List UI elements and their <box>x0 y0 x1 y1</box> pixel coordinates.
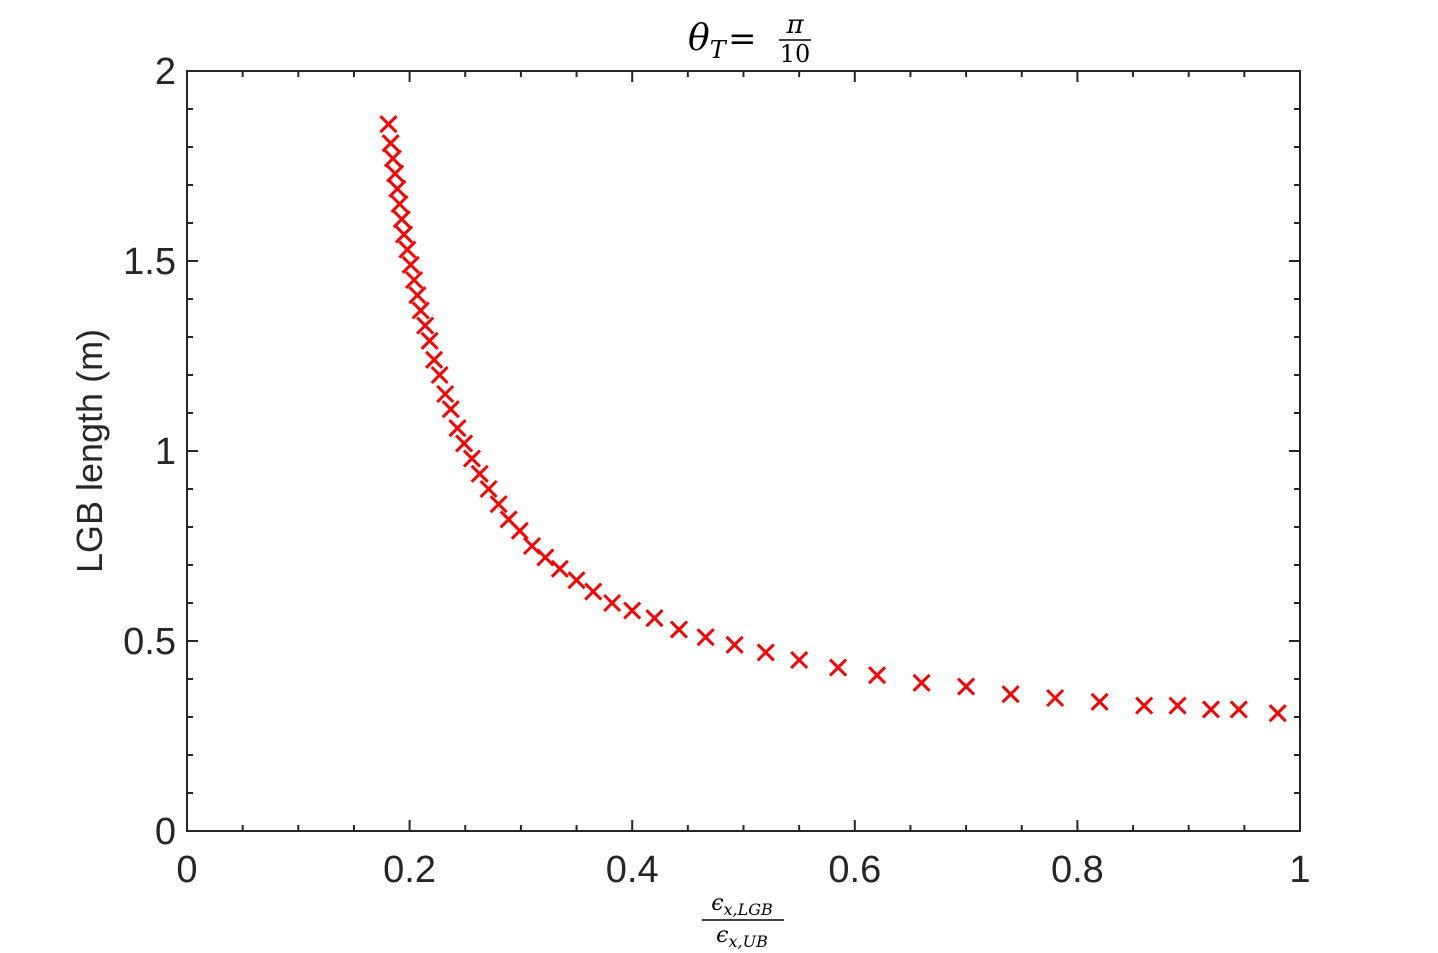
data-point <box>756 643 775 662</box>
x-tick-label: 0.8 <box>1051 849 1104 891</box>
title-equals: = <box>728 19 757 59</box>
data-point <box>1046 688 1065 708</box>
data-point <box>1001 685 1020 704</box>
data-point <box>1229 700 1248 719</box>
x-tick-label: 0.6 <box>828 849 881 891</box>
x-tick-label: 0.2 <box>383 849 436 891</box>
data-point <box>567 571 586 590</box>
data-point <box>441 400 460 419</box>
data-point <box>425 350 444 369</box>
data-point <box>1201 700 1221 719</box>
data-point <box>462 449 481 468</box>
data-point <box>436 384 455 404</box>
data-point <box>669 620 689 639</box>
data-point <box>430 365 449 385</box>
data-point <box>394 225 414 244</box>
data-point <box>957 677 976 696</box>
data-point <box>381 134 400 153</box>
data-point <box>401 255 420 274</box>
data-point <box>790 650 809 670</box>
data-point <box>420 331 439 350</box>
y-tick-label: 0.5 <box>123 621 176 663</box>
data-point <box>1090 692 1109 711</box>
data-point <box>379 115 398 134</box>
axis-ticks <box>186 70 1301 832</box>
x-axis-label-denominator: ϵx,UB <box>716 923 768 951</box>
data-point <box>623 601 642 620</box>
y-axis-label: LGB length (m) <box>69 329 110 573</box>
axes-box <box>186 70 1301 832</box>
data-point <box>470 464 489 483</box>
data-point <box>398 240 417 259</box>
data-point <box>867 666 887 685</box>
data-point <box>550 559 569 578</box>
data-point <box>388 179 407 198</box>
x-tick-label: 0.4 <box>606 849 659 891</box>
data-point <box>383 149 402 168</box>
data-point <box>1168 696 1187 715</box>
data-point <box>392 210 411 229</box>
axis-tick-labels: 0 0.2 0.4 0.6 0.8 1 0 0.5 1 1.5 2 <box>123 51 1310 891</box>
data-point <box>696 628 715 647</box>
data-point <box>416 316 435 335</box>
data-point <box>448 419 467 438</box>
x-axis-label-numerator: ϵx,LGB <box>711 891 773 919</box>
data-point <box>584 582 603 601</box>
x-tick-label: 1 <box>1289 849 1310 891</box>
data-point <box>489 495 508 514</box>
data-point <box>510 521 529 540</box>
data-point <box>912 673 931 692</box>
data-point <box>386 164 405 183</box>
data-point <box>645 609 664 628</box>
data-points <box>379 115 1287 723</box>
data-point <box>1135 696 1154 715</box>
data-point <box>408 286 427 305</box>
title-fraction-denominator: 10 <box>780 40 811 68</box>
y-tick-label: 2 <box>155 51 176 93</box>
title-fraction-numerator: π <box>785 10 804 40</box>
data-point <box>411 301 430 320</box>
data-point <box>455 434 474 453</box>
data-point <box>603 593 622 613</box>
data-point <box>829 658 848 677</box>
data-point <box>536 548 555 567</box>
y-tick-label: 1.5 <box>123 241 176 283</box>
data-point <box>725 635 744 654</box>
x-tick-label: 0 <box>176 849 197 891</box>
y-tick-label: 0 <box>155 811 176 853</box>
data-point <box>390 194 409 214</box>
y-tick-label: 1 <box>155 431 176 473</box>
chart-title: θT <box>688 18 728 64</box>
data-point <box>404 270 424 290</box>
data-point <box>479 479 498 499</box>
data-point <box>1268 704 1287 723</box>
